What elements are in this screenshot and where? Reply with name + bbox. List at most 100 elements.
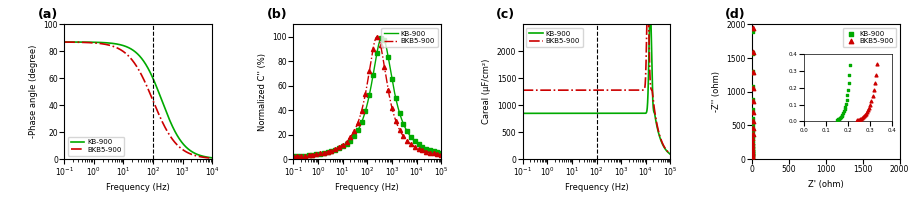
BKB5-900 [745,150,760,153]
X-axis label: Z' (ohm): Z' (ohm) [808,180,844,189]
BKB5-900 [745,153,760,156]
BKB5-900 [405,142,416,145]
BKB5-900 [745,132,760,135]
Legend: KB-900, BKB5-900: KB-900, BKB5-900 [68,137,124,156]
Line: KB-900: KB-900 [294,37,442,156]
KB-900 [744,124,759,127]
BKB5-900 [356,110,367,113]
KB-900 [744,139,759,142]
KB-900 [744,153,759,156]
KB-900 [405,134,416,137]
BKB5-900 [745,51,760,54]
KB-900 [744,85,759,89]
KB-900 [744,98,759,101]
Y-axis label: -Phase angle (degree): -Phase angle (degree) [29,45,38,139]
Y-axis label: -Z'' (ohm): -Z'' (ohm) [711,71,721,112]
BKB5-900 [171,143,182,145]
KB-900 [68,41,79,43]
KB-900 [171,133,182,135]
BKB5-900 [68,41,79,43]
KB-900 [149,80,160,82]
BKB5-900 [745,110,760,114]
KB-900 [661,149,672,152]
KB-900 [589,112,600,115]
KB-900 [153,90,164,93]
KB-900 [744,108,759,112]
BKB5-900 [207,157,218,159]
Text: (b): (b) [267,8,287,21]
BKB5-900 [745,119,760,122]
KB-900 [360,110,371,113]
Legend: KB-900, BKB5-900: KB-900, BKB5-900 [526,28,583,47]
KB-900 [744,154,759,157]
KB-900 [744,152,759,155]
BKB5-900 [745,141,760,144]
BKB5-900 [517,89,528,91]
Text: (d): (d) [725,8,745,21]
BKB5-900 [745,100,760,103]
Line: BKB5-900: BKB5-900 [64,42,212,158]
X-axis label: Frequency (Hz): Frequency (Hz) [565,183,629,192]
BKB5-900 [431,153,442,155]
BKB5-900 [745,148,760,152]
BKB5-900 [745,153,760,157]
Y-axis label: Careal (μF/cm²): Careal (μF/cm²) [483,59,491,124]
BKB5-900 [59,41,70,43]
KB-900 [661,149,672,152]
BKB5-900 [436,153,447,156]
Line: BKB5-900: BKB5-900 [522,0,670,154]
BKB5-900 [153,112,164,115]
KB-900 [436,152,447,154]
BKB5-900 [186,153,197,156]
KB-900 [186,150,197,153]
KB-900 [376,35,387,38]
BKB5-900 [745,86,760,90]
BKB5-900 [431,153,442,155]
KB-900 [517,112,528,115]
BKB5-900 [145,93,156,95]
BKB5-900 [665,153,676,155]
KB-900 [744,117,759,120]
BKB5-900 [661,149,672,151]
BKB5-900 [661,149,672,151]
Legend: KB-900, BKB5-900: KB-900, BKB5-900 [843,28,896,47]
KB-900 [431,151,442,153]
KB-900 [585,112,596,115]
KB-900 [745,30,760,33]
BKB5-900 [745,155,760,158]
X-axis label: Frequency (Hz): Frequency (Hz) [335,183,399,192]
BKB5-900 [633,89,644,91]
BKB5-900 [745,151,760,155]
Line: KB-900: KB-900 [64,42,212,158]
Line: BKB5-900: BKB5-900 [294,37,442,156]
Legend: KB-900, BKB5-900: KB-900, BKB5-900 [381,28,438,47]
KB-900 [744,52,759,55]
KB-900 [356,122,367,124]
KB-900 [296,155,307,157]
BKB5-900 [745,70,760,74]
KB-900 [431,151,442,153]
KB-900 [744,150,759,154]
KB-900 [525,112,536,115]
BKB5-900 [585,89,596,91]
Y-axis label: Normalized C'' (%): Normalized C'' (%) [258,53,267,131]
KB-900 [744,135,759,138]
Text: (c): (c) [496,8,515,21]
KB-900 [644,4,655,7]
BKB5-900 [745,26,760,30]
BKB5-900 [745,137,760,140]
KB-900 [744,142,759,145]
BKB5-900 [745,146,760,150]
KB-900 [633,112,644,115]
X-axis label: Frequency (Hz): Frequency (Hz) [106,183,170,192]
BKB5-900 [372,35,383,38]
KB-900 [59,41,70,43]
KB-900 [744,70,759,73]
BKB5-900 [360,93,371,95]
BKB5-900 [745,144,760,147]
KB-900 [145,71,156,73]
KB-900 [288,155,299,157]
BKB5-900 [149,102,160,104]
KB-900 [744,153,759,157]
KB-900 [207,157,218,159]
